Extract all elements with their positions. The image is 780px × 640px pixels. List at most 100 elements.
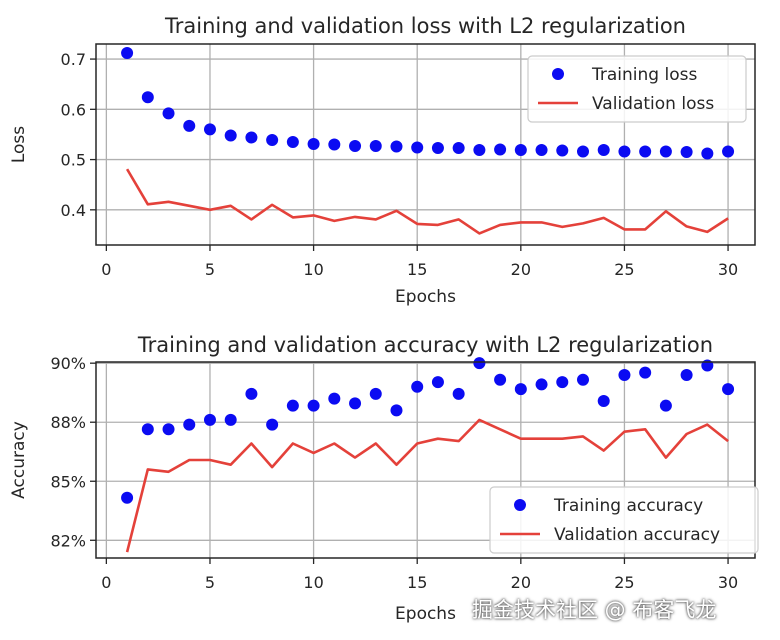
training-point bbox=[659, 145, 672, 158]
legend-box bbox=[527, 55, 747, 123]
training-point bbox=[556, 376, 569, 389]
y-tick-label: 82% bbox=[50, 531, 86, 550]
training-point bbox=[141, 91, 154, 104]
training-point bbox=[245, 131, 258, 144]
training-point bbox=[224, 413, 237, 426]
training-point bbox=[556, 144, 569, 157]
training-point bbox=[494, 373, 507, 386]
training-point bbox=[162, 423, 175, 436]
validation-series-line bbox=[125, 418, 729, 553]
training-point bbox=[722, 145, 735, 158]
y-tick-label: 90% bbox=[50, 354, 86, 373]
training-point bbox=[639, 366, 652, 379]
training-point bbox=[514, 144, 527, 157]
legend-validation-label: Validation loss bbox=[592, 94, 714, 114]
legend: Training accuracy Validation accuracy bbox=[489, 486, 759, 554]
training-point bbox=[224, 129, 237, 142]
chart-title: Training and validation loss with L2 reg… bbox=[164, 14, 686, 38]
x-tick-label: 0 bbox=[101, 260, 111, 279]
x-tick-label: 20 bbox=[511, 573, 531, 592]
legend-training-marker bbox=[514, 499, 526, 511]
x-tick-label: 30 bbox=[718, 573, 738, 592]
training-point bbox=[411, 380, 424, 393]
training-point bbox=[121, 491, 134, 504]
training-point bbox=[411, 141, 424, 154]
training-point bbox=[514, 383, 527, 396]
training-point bbox=[307, 137, 320, 150]
legend-box bbox=[489, 486, 759, 554]
validation-series-line bbox=[125, 168, 729, 235]
training-point bbox=[680, 368, 693, 381]
x-tick-label: 30 bbox=[718, 260, 738, 279]
training-point bbox=[390, 404, 403, 417]
axes-frame bbox=[95, 43, 756, 246]
training-point bbox=[183, 119, 196, 132]
x-tick-label: 5 bbox=[205, 573, 215, 592]
x-tick-label: 25 bbox=[614, 260, 634, 279]
y-tick-label: 0.5 bbox=[61, 151, 86, 170]
training-point bbox=[618, 145, 631, 158]
watermark-text: 掘金技术社区 @ 布客飞龙 bbox=[472, 598, 717, 622]
training-point bbox=[431, 376, 444, 389]
training-point bbox=[328, 392, 341, 405]
x-tick-label: 0 bbox=[101, 573, 111, 592]
training-point bbox=[203, 123, 216, 136]
chart-title: Training and validation accuracy with L2… bbox=[137, 333, 713, 357]
legend-training-marker bbox=[552, 68, 564, 80]
training-point bbox=[266, 418, 279, 431]
x-tick-label: 10 bbox=[303, 573, 323, 592]
training-point bbox=[452, 387, 465, 400]
training-point bbox=[722, 383, 735, 396]
x-tick-label: 15 bbox=[407, 260, 427, 279]
legend-validation-label: Validation accuracy bbox=[554, 525, 720, 545]
axes-frame bbox=[95, 361, 756, 559]
training-point bbox=[597, 394, 610, 407]
training-point bbox=[473, 144, 486, 157]
training-point bbox=[183, 418, 196, 431]
training-point bbox=[576, 145, 589, 158]
y-tick-label: 0.7 bbox=[61, 50, 86, 69]
x-tick-label: 15 bbox=[407, 573, 427, 592]
training-point bbox=[659, 399, 672, 412]
training-point bbox=[286, 135, 299, 148]
training-point bbox=[245, 387, 258, 400]
training-point bbox=[203, 413, 216, 426]
y-tick-label: 0.6 bbox=[61, 100, 86, 119]
training-point bbox=[576, 373, 589, 386]
training-point bbox=[473, 357, 486, 370]
training-point bbox=[680, 146, 693, 159]
training-point bbox=[431, 142, 444, 155]
x-tick-label: 10 bbox=[303, 260, 323, 279]
x-axis-label: Epochs bbox=[395, 604, 456, 624]
x-tick-label: 25 bbox=[614, 573, 634, 592]
training-point bbox=[618, 368, 631, 381]
training-point bbox=[141, 423, 154, 436]
training-point bbox=[349, 140, 362, 153]
training-point bbox=[307, 399, 320, 412]
training-point bbox=[286, 399, 299, 412]
y-axis-label: Loss bbox=[9, 126, 29, 163]
x-tick-label: 20 bbox=[511, 260, 531, 279]
training-point bbox=[390, 140, 403, 153]
training-point bbox=[597, 144, 610, 157]
y-axis-label: Accuracy bbox=[9, 421, 29, 499]
training-point bbox=[701, 147, 714, 160]
training-point bbox=[121, 47, 134, 60]
y-tick-label: 85% bbox=[50, 472, 86, 491]
training-point bbox=[369, 140, 382, 153]
training-point bbox=[266, 133, 279, 146]
legend-training-label: Training loss bbox=[591, 65, 697, 85]
training-point bbox=[639, 145, 652, 158]
training-point bbox=[494, 143, 507, 156]
legend-training-label: Training accuracy bbox=[553, 496, 703, 516]
y-tick-label: 0.4 bbox=[61, 201, 86, 220]
training-point bbox=[162, 107, 175, 120]
training-point bbox=[452, 142, 465, 155]
training-point bbox=[535, 378, 548, 391]
y-tick-label: 88% bbox=[50, 413, 86, 432]
x-tick-label: 5 bbox=[205, 260, 215, 279]
x-axis-label: Epochs bbox=[395, 287, 456, 307]
